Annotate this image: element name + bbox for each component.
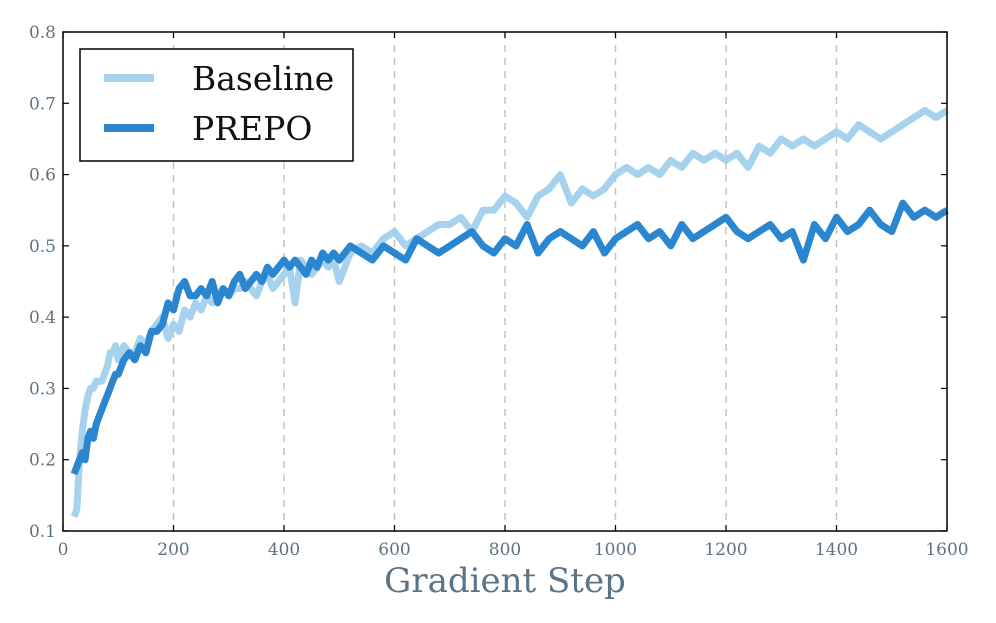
x-tick-label: 1400: [815, 540, 858, 560]
legend-box: [79, 48, 354, 162]
y-tick-label: 0.6: [29, 166, 56, 186]
y-tick-label: 0.2: [29, 451, 56, 471]
y-tick-label: 0.1: [29, 522, 56, 542]
x-tick-label: 600: [378, 540, 410, 560]
x-tick-label: 800: [489, 540, 521, 560]
x-axis-title: Gradient Step: [384, 561, 626, 601]
series-lines: [70, 106, 949, 518]
series-line-prepo: [70, 199, 949, 476]
x-tick-label: 1600: [925, 540, 968, 560]
legend-label-baseline: Baseline: [192, 59, 334, 98]
y-tick-labels: 0.1 0.2 0.3 0.4 0.5 0.6 0.7 0.8: [29, 23, 56, 542]
y-tick-label: 0.7: [29, 94, 56, 114]
y-tick-label: 0.4: [29, 308, 56, 328]
x-tick-label: 1000: [594, 540, 637, 560]
y-tick-label: 0.8: [29, 23, 56, 43]
y-tick-label: 0.5: [29, 237, 56, 257]
x-tick-label: 0: [58, 540, 69, 560]
y-tick-label: 0.3: [29, 379, 56, 399]
x-tick-label: 1200: [704, 540, 747, 560]
legend: Baseline PREPO: [79, 48, 354, 162]
x-tick-label: 200: [157, 540, 189, 560]
axis-ticks: [62, 31, 948, 532]
x-tick-label: 400: [268, 540, 300, 560]
x-tick-labels: 0 200 400 600 800 1000 1200 1400 1600: [58, 540, 969, 560]
legend-label-prepo: PREPO: [192, 109, 312, 148]
